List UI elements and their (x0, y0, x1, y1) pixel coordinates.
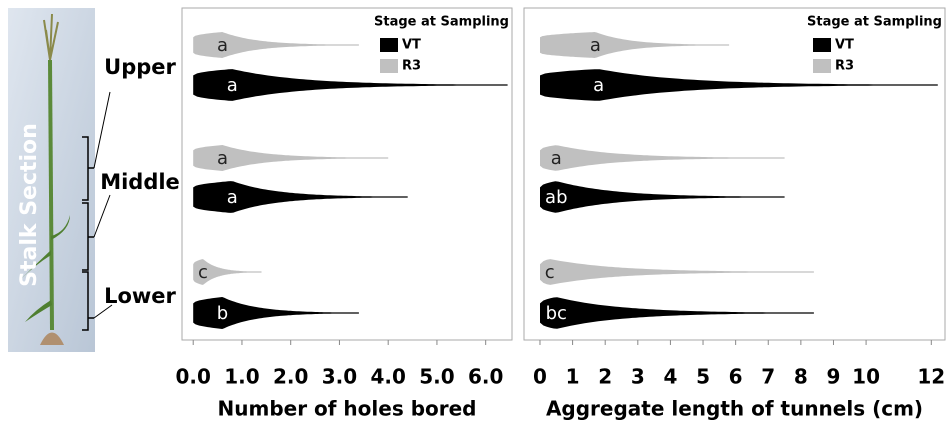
legend-label: VT (835, 38, 854, 53)
significance-letter: bc (546, 303, 567, 324)
section-label: Middle (100, 170, 180, 194)
x-tick-label: 9 (827, 365, 841, 389)
section-label: Lower (104, 284, 176, 308)
x-tick-label: 2 (598, 365, 612, 389)
significance-letter: a (590, 35, 601, 56)
violin (540, 181, 785, 213)
significance-letter: a (217, 35, 228, 56)
x-tick-label: 8 (794, 365, 808, 389)
plot-frame (182, 8, 512, 340)
significance-letter: a (217, 148, 228, 169)
x-axis-label: Aggregate length of tunnels (cm) (546, 397, 923, 421)
violin (540, 32, 729, 58)
violin (540, 297, 814, 329)
section-label: Upper (104, 55, 176, 79)
legend-title: Stage at Sampling (807, 15, 942, 30)
significance-letter: a (227, 75, 238, 96)
significance-letter: ab (545, 187, 567, 208)
x-tick-label: 6.0 (468, 365, 503, 389)
significance-letter: a (227, 187, 238, 208)
x-tick-label: 2.0 (273, 365, 308, 389)
x-tick-label: 5 (696, 365, 710, 389)
plot-frame (524, 8, 945, 340)
x-tick-label: 1 (566, 365, 580, 389)
x-tick-label: 4.0 (370, 365, 405, 389)
legend-label: R3 (402, 59, 421, 74)
x-tick-label: 3.0 (322, 365, 357, 389)
legend-swatch (380, 59, 398, 73)
x-tick-label: 4 (663, 365, 677, 389)
x-tick-label: 3 (631, 365, 645, 389)
legend-label: VT (402, 38, 421, 53)
significance-letter: c (198, 262, 208, 283)
significance-letter: b (217, 303, 228, 324)
significance-letter: a (593, 75, 604, 96)
significance-letter: c (545, 262, 555, 283)
x-tick-label: 5.0 (419, 365, 454, 389)
x-tick-label: 10 (852, 365, 880, 389)
x-tick-label: 12 (917, 365, 945, 389)
significance-letter: a (551, 148, 562, 169)
violin (540, 259, 814, 285)
legend-label: R3 (835, 59, 854, 74)
stalk-section-label: Stalk Section (17, 123, 42, 287)
legend-swatch (813, 38, 831, 52)
x-axis-label: Number of holes bored (218, 397, 477, 421)
violin (193, 181, 408, 213)
x-tick-label: 0 (533, 365, 547, 389)
x-tick-label: 6 (729, 365, 743, 389)
legend-swatch (813, 59, 831, 73)
figure: Stalk Section Upper Middle Lower 0.0 1.0 2… (0, 0, 950, 424)
x-tick-label: 1.0 (224, 365, 259, 389)
x-tick-label: 7 (761, 365, 775, 389)
violin (540, 145, 785, 171)
legend-title: Stage at Sampling (374, 15, 509, 30)
legend-swatch (380, 38, 398, 52)
violin (193, 69, 507, 101)
x-tick-label: 0.0 (175, 365, 210, 389)
